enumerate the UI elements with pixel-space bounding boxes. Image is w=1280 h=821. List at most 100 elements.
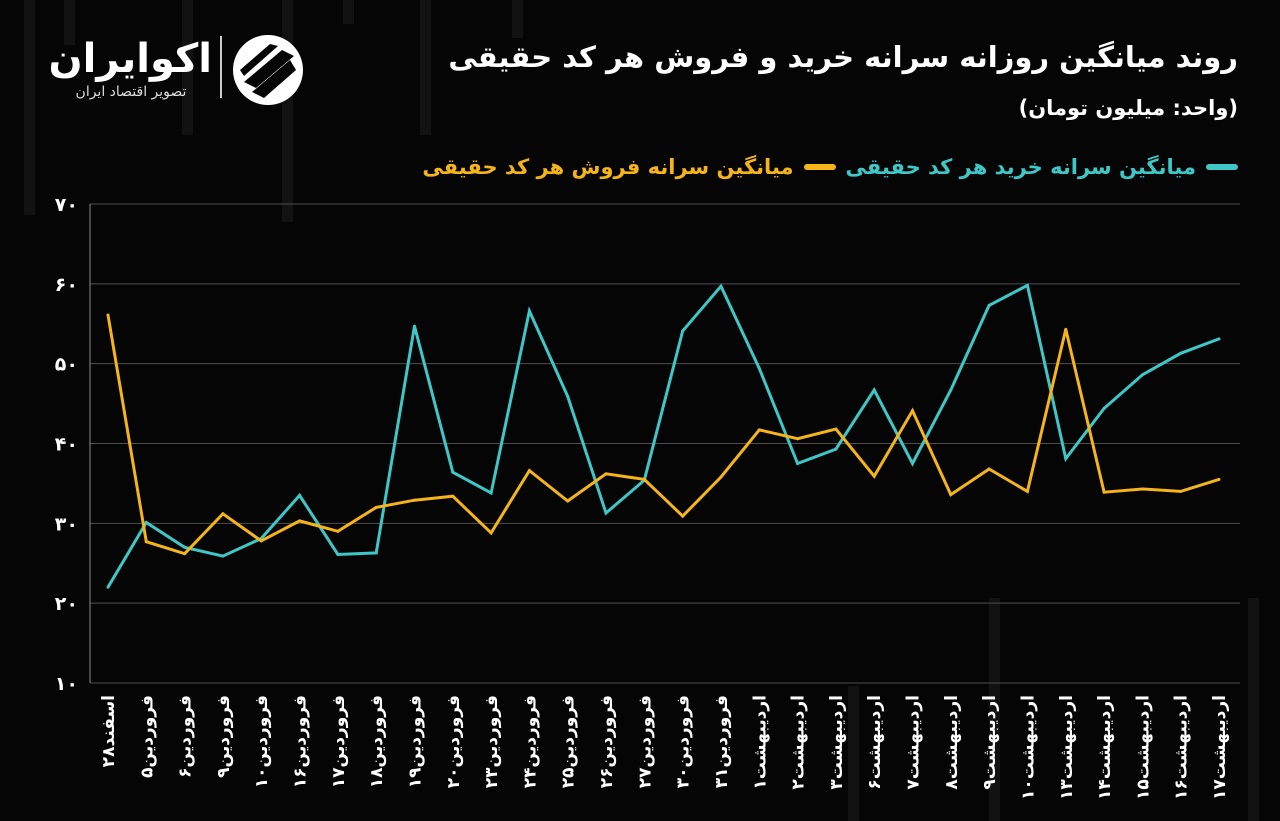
buy-data-point <box>298 493 302 497</box>
x-tick-label: اردیبهشت۳ <box>827 695 847 790</box>
buy-data-point <box>681 329 685 333</box>
buy-data-point <box>1102 406 1106 410</box>
x-tick-label: فروردین۶ <box>176 695 196 778</box>
buy-data-point <box>1140 373 1144 377</box>
x-tick-label: اردیبهشت۱۰ <box>1018 695 1038 800</box>
x-tick-label: اردیبهشت۱۷ <box>1210 695 1230 800</box>
sell-data-point <box>106 313 110 317</box>
series-line-sell <box>106 314 1220 556</box>
buy-data-point <box>374 551 378 555</box>
buy-data-point <box>527 309 531 313</box>
x-tick-label: فروردین۱۹ <box>405 695 425 788</box>
sell-data-point <box>144 540 148 544</box>
x-tick-label: فروردین۵ <box>137 695 157 778</box>
buy-data-point <box>604 511 608 515</box>
buy-data-point <box>796 461 800 465</box>
sell-data-point <box>1064 327 1068 331</box>
sell-data-point <box>298 519 302 523</box>
legend-swatch-sell <box>803 164 836 170</box>
sell-data-point <box>872 474 876 478</box>
brand-tagline: تصویر اقتصاد ایران <box>75 84 187 100</box>
series-lines <box>106 283 1221 589</box>
buy-data-point <box>566 394 570 398</box>
legend-item-buy: میانگین سرانه خرید هر کد حقیقی <box>846 155 1238 179</box>
buy-data-point <box>221 554 225 558</box>
buy-data-point <box>834 447 838 451</box>
brand-mark-icon <box>233 35 303 105</box>
logo-divider <box>220 36 222 98</box>
chart-title: روند میانگین روزانه سرانه خرید و فروش هر… <box>448 40 1238 74</box>
sell-data-point <box>642 477 646 481</box>
x-tick-label: فروردین۳۱ <box>712 695 732 788</box>
sell-data-point <box>681 514 685 518</box>
chart-unit-subtitle: (واحد: میلیون تومان) <box>1018 96 1238 120</box>
buy-data-point <box>412 324 416 328</box>
sell-data-point <box>527 469 531 473</box>
sell-data-point <box>1025 489 1029 493</box>
buy-data-point <box>1217 337 1221 341</box>
buy-data-point <box>949 388 953 392</box>
y-tick-label: ۵۰ <box>55 354 78 376</box>
buy-data-point <box>911 461 915 465</box>
y-tick-label: ۳۰ <box>55 513 78 535</box>
series-line-buy <box>106 283 1220 588</box>
buy-data-point <box>757 366 761 370</box>
brand-name: اکوایران <box>48 36 212 82</box>
x-tick-label: فروردین۳۰ <box>674 695 694 788</box>
x-tick-label: فروردین۱۸ <box>367 695 387 788</box>
legend-label-sell: میانگین سرانه فروش هر کد حقیقی <box>422 155 794 179</box>
x-tick-label: فروردین۱۶ <box>291 695 311 788</box>
buy-data-point <box>106 585 110 589</box>
y-tick-label: ۱۰ <box>55 673 78 695</box>
x-tick-label: فروردین۲۰ <box>444 695 464 788</box>
x-tick-label: اردیبهشت۱۵ <box>1133 695 1153 800</box>
sell-data-point <box>451 494 455 498</box>
x-tick-label: فروردین۲۳ <box>482 695 502 788</box>
x-tick-label: اردیبهشت۲ <box>789 695 809 790</box>
sell-data-point <box>911 409 915 413</box>
sell-data-point <box>796 437 800 441</box>
chart-legend: میانگین سرانه خرید هر کد حقیقی میانگین س… <box>422 155 1238 179</box>
x-tick-label: اردیبهشت۱۶ <box>1172 695 1192 800</box>
grid-lines <box>89 203 1240 684</box>
legend-label-buy: میانگین سرانه خرید هر کد حقیقی <box>845 155 1196 179</box>
sell-data-point <box>834 427 838 431</box>
x-tick-label: فروردین۲۴ <box>520 695 540 788</box>
sell-data-point <box>1217 477 1221 481</box>
y-tick-label: ۲۰ <box>55 593 78 615</box>
x-tick-label: اردیبهشت۱ <box>750 695 770 790</box>
buy-data-point <box>451 470 455 474</box>
sell-data-point <box>566 499 570 503</box>
buy-data-point <box>1025 283 1029 287</box>
x-tick-label: فروردین۲۶ <box>597 695 617 788</box>
sell-data-point <box>949 493 953 497</box>
x-tick-label: اردیبهشت۷ <box>904 695 924 790</box>
sell-data-point <box>489 531 493 535</box>
buy-data-point <box>489 491 493 495</box>
x-axis-ticks: اسفند۲۸ فروردین۵ فروردین۶ فروردین۹ فروردین۱۰… <box>99 695 1230 800</box>
x-tick-label: اسفند۲۸ <box>99 695 119 767</box>
sell-data-point <box>336 529 340 533</box>
buy-data-point <box>987 303 991 307</box>
buy-data-point <box>719 284 723 288</box>
sell-data-point <box>221 512 225 516</box>
sell-data-point <box>183 552 187 556</box>
sell-data-point <box>757 428 761 432</box>
x-tick-label: اردیبهشت۱۳ <box>1057 695 1077 800</box>
x-tick-label: اردیبهشت۶ <box>865 695 885 790</box>
y-axis-ticks: ۱۰ ۲۰ ۳۰ ۴۰ ۵۰ ۶۰ ۷۰ <box>55 194 78 695</box>
buy-data-point <box>183 545 187 549</box>
x-tick-label: اردیبهشت۱۴ <box>1095 695 1115 800</box>
x-tick-label: اردیبهشت۹ <box>980 695 1000 790</box>
buy-data-point <box>336 552 340 556</box>
sell-data-point <box>1102 490 1106 494</box>
sell-data-point <box>259 539 263 543</box>
buy-data-point <box>1064 457 1068 461</box>
buy-data-point <box>872 388 876 392</box>
sell-data-point <box>1179 489 1183 493</box>
x-tick-label: فروردین۱۰ <box>252 695 272 788</box>
x-tick-label: فروردین۹ <box>214 695 234 778</box>
x-tick-label: فروردین۲۵ <box>559 695 579 788</box>
